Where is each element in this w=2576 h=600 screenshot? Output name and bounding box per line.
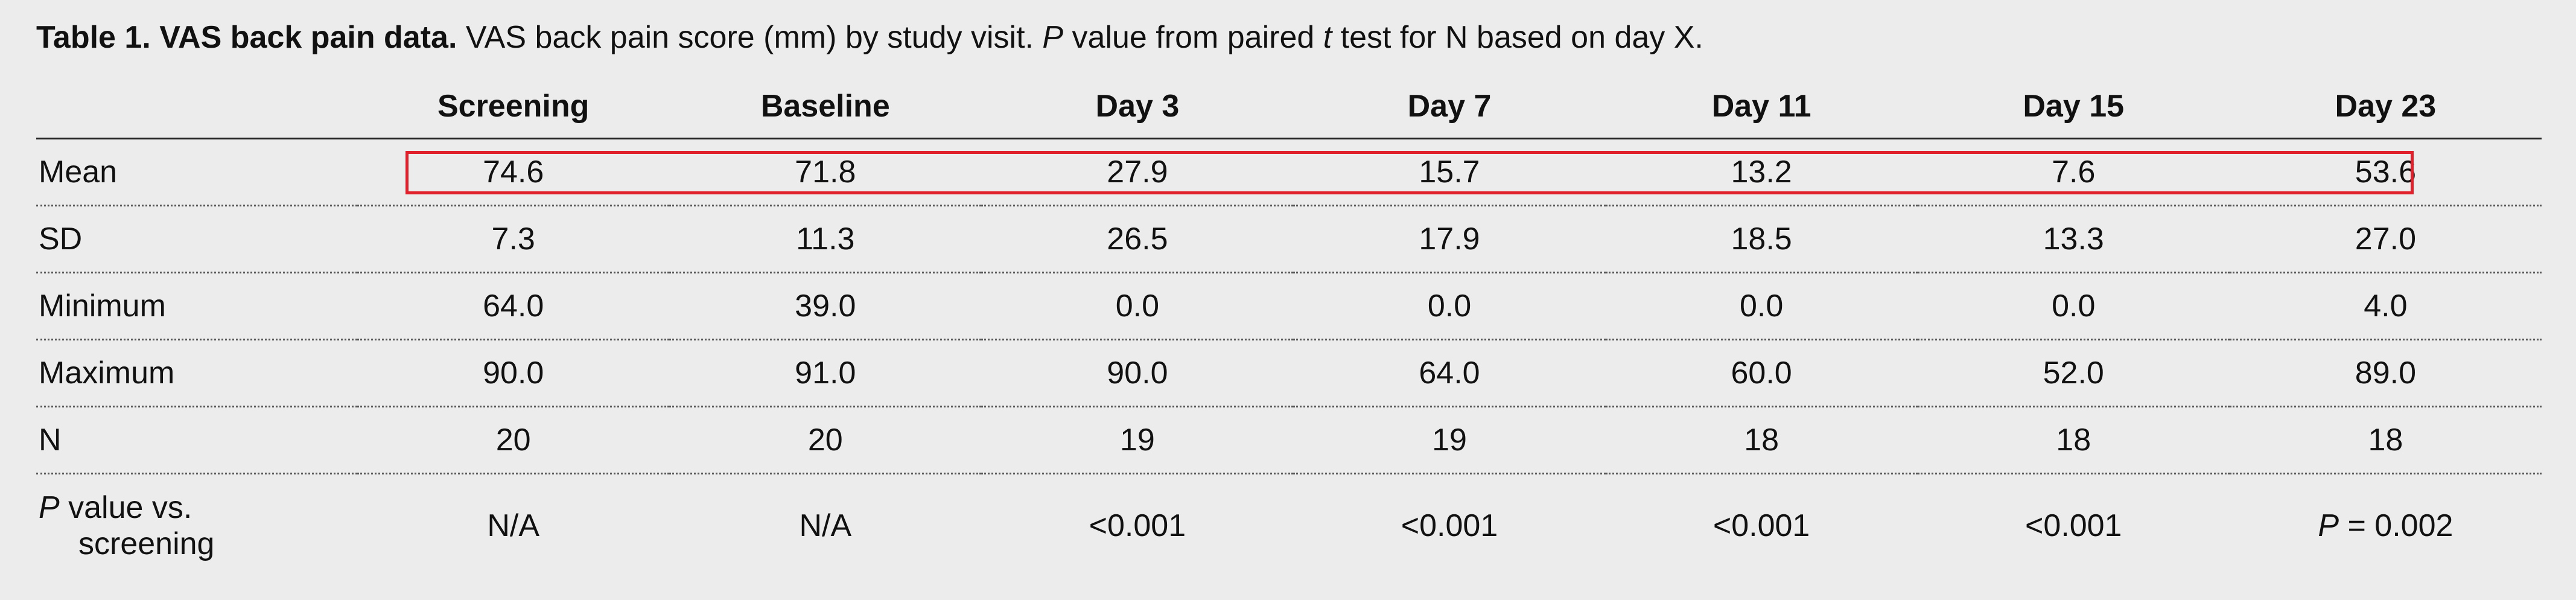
table-cell: 18.5 xyxy=(1605,205,1918,273)
caption-text-1: VAS back pain score (mm) by study visit. xyxy=(457,20,1043,55)
table-cell: 39.0 xyxy=(669,272,982,340)
caption-text-3: test for N based on day X. xyxy=(1332,20,1703,55)
column-header: Day 15 xyxy=(1917,75,2230,139)
caption-text-2: value from paired xyxy=(1063,20,1323,55)
caption-t-italic: t xyxy=(1323,20,1332,55)
table-cell: 90.0 xyxy=(357,339,670,407)
table-cell: N/A xyxy=(799,508,852,543)
table-cell: 19 xyxy=(981,406,1294,474)
table-cell: 90.0 xyxy=(981,339,1294,407)
row-label: Minimum xyxy=(36,272,358,340)
table-caption: Table 1. VAS back pain data. VAS back pa… xyxy=(36,16,1703,59)
column-header: Day 23 xyxy=(2229,75,2542,139)
header-empty xyxy=(36,75,358,139)
caption-title: Table 1. VAS back pain data. xyxy=(36,20,457,55)
caption-p-italic: P xyxy=(1042,20,1064,55)
table-cell: 27.9 xyxy=(981,138,1294,206)
table-cell: <0.001 xyxy=(1089,508,1186,543)
table-row-mean: Mean 74.6 71.8 27.9 15.7 13.2 7.6 53.6 xyxy=(36,138,2542,206)
table-cell: <0.001 xyxy=(1713,508,1810,543)
header-row: Screening Baseline Day 3 Day 7 Day 11 Da… xyxy=(36,75,2542,139)
table-cell: 13.2 xyxy=(1605,138,1918,206)
row-label-pvalue: P value vs. screening xyxy=(36,474,357,578)
table-cell: 26.5 xyxy=(981,205,1294,273)
row-label-line2: screening xyxy=(78,526,215,561)
table-cell: 60.0 xyxy=(1605,339,1918,407)
table-cell-pvalue-last: P = 0.002 xyxy=(2230,474,2542,578)
column-header: Day 7 xyxy=(1293,75,1606,139)
table-cell: 64.0 xyxy=(357,272,670,340)
table-cell: 64.0 xyxy=(1293,339,1606,407)
table-cell: N/A xyxy=(487,508,540,543)
table-cell: 20 xyxy=(669,406,982,474)
column-header: Day 11 xyxy=(1605,75,1918,139)
table-cell: 0.0 xyxy=(981,272,1294,340)
table-row-n: N 20 20 19 19 18 18 18 xyxy=(36,406,2542,474)
table-cell: 7.6 xyxy=(1917,138,2230,206)
table-cell: 74.6 xyxy=(357,138,670,206)
row-label: SD xyxy=(36,205,358,273)
table-cell: 52.0 xyxy=(1917,339,2230,407)
table-cell: 20 xyxy=(357,406,670,474)
row-label-rest: value vs. xyxy=(59,490,192,525)
table-cell: <0.001 xyxy=(1401,508,1498,543)
table-cell: 27.0 xyxy=(2229,205,2542,273)
pvalue-p: P xyxy=(2318,508,2339,543)
table-cell: 18 xyxy=(1605,406,1918,474)
table-cell: 0.0 xyxy=(1293,272,1606,340)
row-label: Maximum xyxy=(36,339,358,407)
pvalue-rest: = 0.002 xyxy=(2339,508,2454,543)
table-cell: 0.0 xyxy=(1605,272,1918,340)
table-cell: 19 xyxy=(1293,406,1606,474)
table-cell: 15.7 xyxy=(1293,138,1606,206)
column-header: Screening xyxy=(357,75,670,139)
table-cell: 89.0 xyxy=(2229,339,2542,407)
table-cell: 7.3 xyxy=(357,205,670,273)
table-row-pvalue: P value vs. screening N/A N/A <0.001 <0.0… xyxy=(36,474,2542,578)
row-label-p: P xyxy=(39,490,60,525)
vas-data-table: Screening Baseline Day 3 Day 7 Day 11 Da… xyxy=(36,75,2542,577)
table-row-sd: SD 7.3 11.3 26.5 17.9 18.5 13.3 27.0 xyxy=(36,205,2542,273)
table-cell: 11.3 xyxy=(669,205,982,273)
table-cell: 53.6 xyxy=(2229,138,2542,206)
row-label: N xyxy=(36,406,358,474)
table-cell: 91.0 xyxy=(669,339,982,407)
table-row-minimum: Minimum 64.0 39.0 0.0 0.0 0.0 0.0 4.0 xyxy=(36,272,2542,340)
table-cell: <0.001 xyxy=(2024,508,2122,543)
table-cell: 18 xyxy=(2229,406,2542,474)
table-cell: 13.3 xyxy=(1917,205,2230,273)
table-row-maximum: Maximum 90.0 91.0 90.0 64.0 60.0 52.0 89… xyxy=(36,339,2542,407)
column-header: Baseline xyxy=(669,75,982,139)
table-cell: 4.0 xyxy=(2229,272,2542,340)
table-cell: 18 xyxy=(1917,406,2230,474)
column-header: Day 3 xyxy=(981,75,1294,139)
table-cell: 0.0 xyxy=(1917,272,2230,340)
row-label: Mean xyxy=(36,138,358,206)
table-cell: 17.9 xyxy=(1293,205,1606,273)
table-cell: 71.8 xyxy=(669,138,982,206)
